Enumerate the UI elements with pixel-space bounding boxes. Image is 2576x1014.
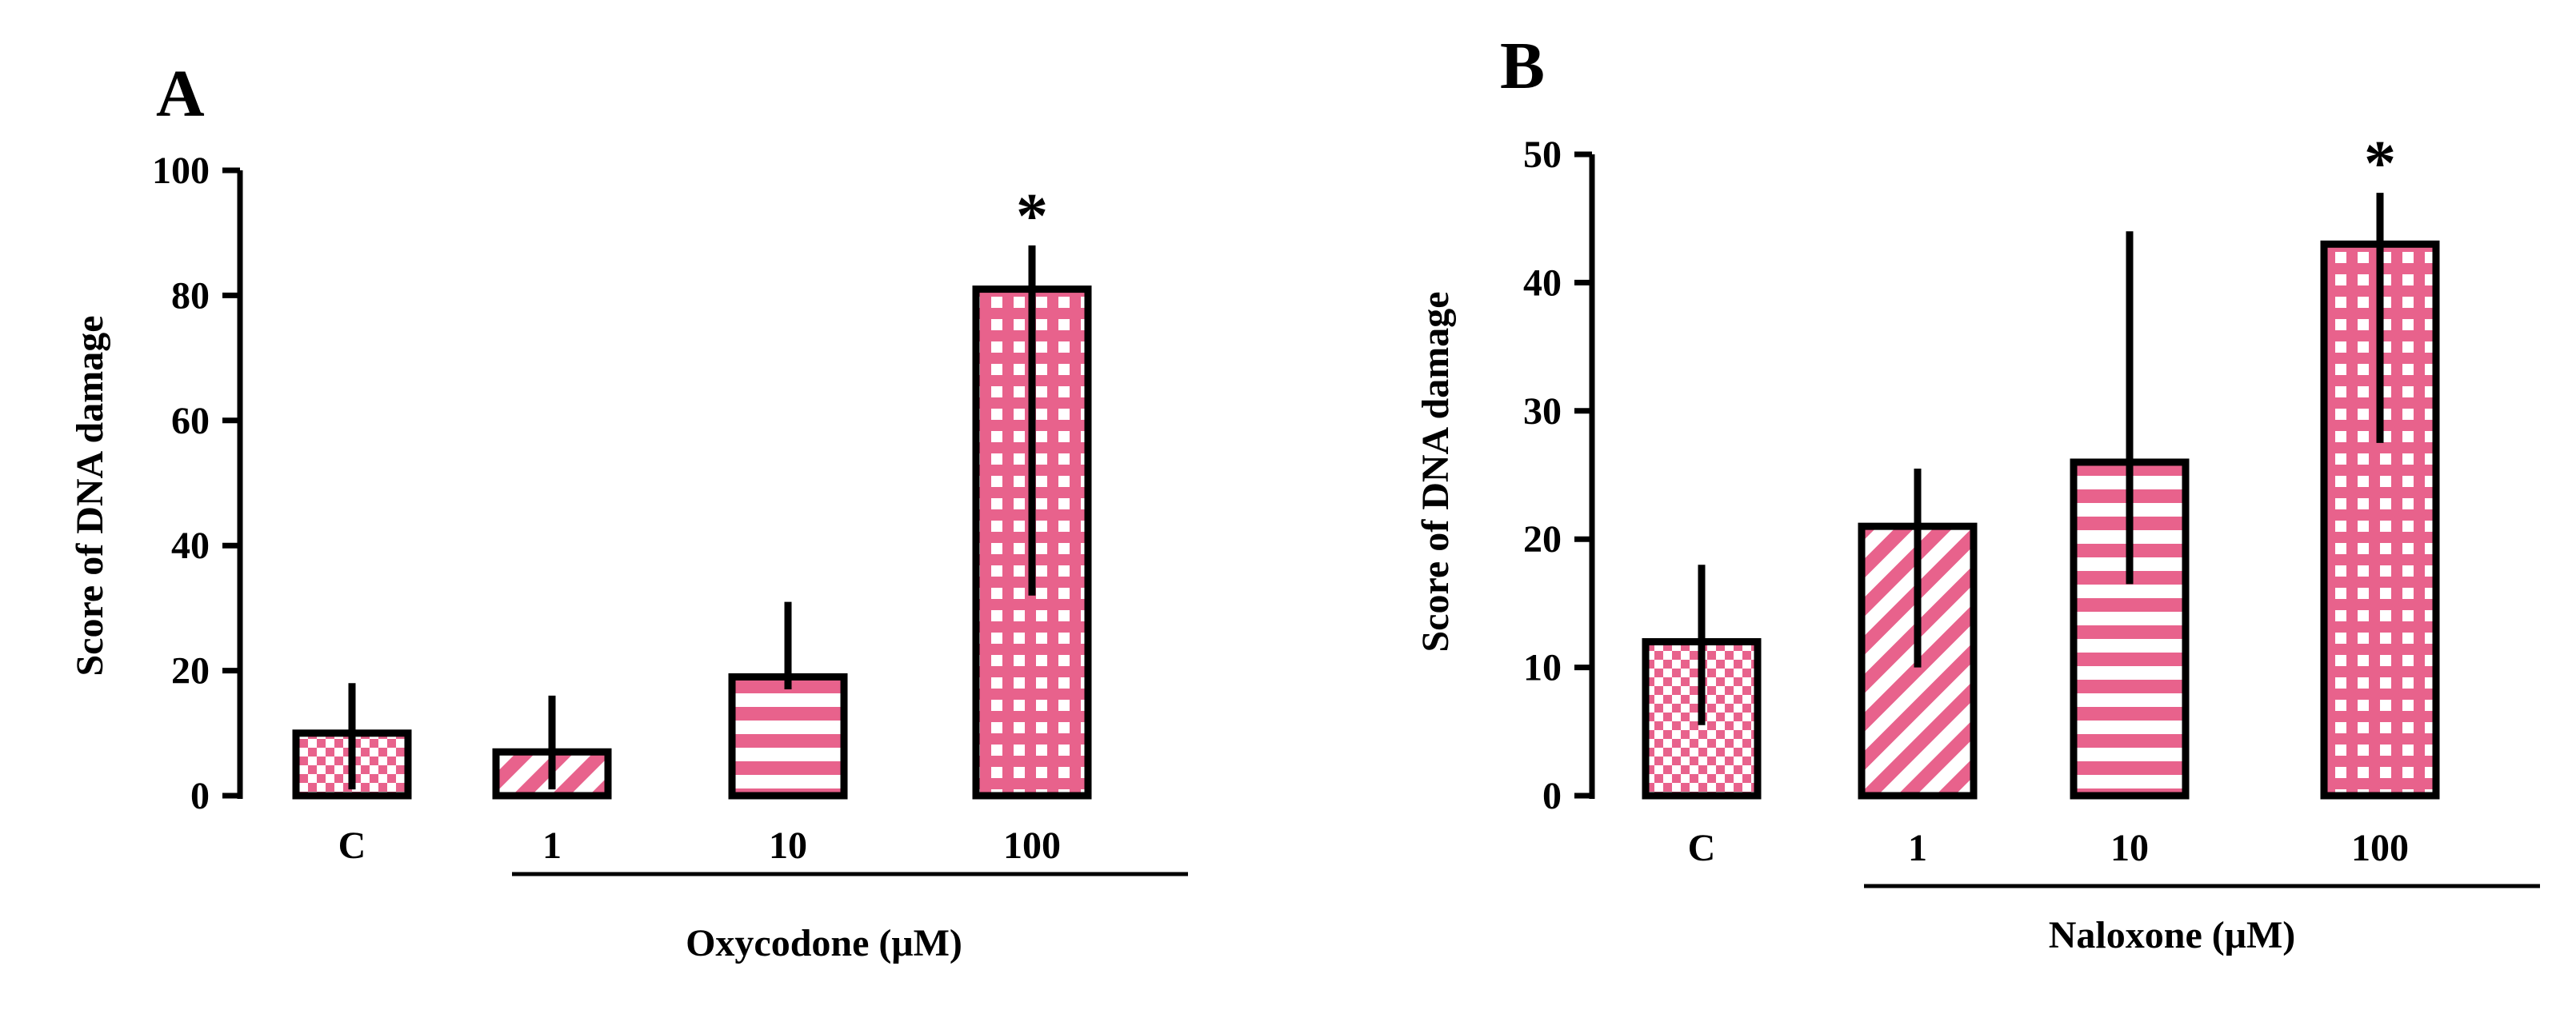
y-tick-label: 50 (1523, 134, 1562, 176)
x-tick-label: C (1688, 827, 1716, 869)
panel-label: A (156, 57, 205, 131)
chart-marks: C 1 10 * 100 0 10 20 30 40 50 (1523, 129, 2540, 888)
y-tick-label: 30 (1523, 390, 1562, 433)
x-axis-label: Naloxone (μM) (2049, 914, 2295, 956)
significance-marker: * (2364, 129, 2396, 199)
x-tick-label: 100 (1003, 824, 1061, 867)
y-tick-label: 20 (1523, 518, 1562, 561)
y-tick-label: 0 (190, 775, 210, 817)
y-axis-label: Score of DNA damage (69, 315, 111, 676)
x-tick-label: 10 (769, 824, 807, 867)
x-tick-label: 1 (1908, 827, 1927, 869)
y-tick-label: 0 (1542, 775, 1562, 817)
y-tick-label: 80 (171, 274, 210, 317)
x-tick-label: 100 (2351, 827, 2409, 869)
y-tick-label: 20 (171, 650, 210, 693)
y-tick-label: 10 (1523, 647, 1562, 689)
y-axis-label: Score of DNA damage (1414, 291, 1457, 652)
x-tick-label: C (338, 824, 366, 867)
x-tick-label: 1 (542, 824, 562, 867)
panel-a: A Score of DNA damage Oxycodone (μM) C 1 1… (69, 57, 1188, 964)
x-tick-label: 10 (2110, 827, 2149, 869)
x-axis-label: Oxycodone (μM) (686, 922, 962, 964)
y-tick-label: 40 (1523, 261, 1562, 304)
bar (728, 673, 848, 800)
y-tick-label: 60 (171, 400, 210, 442)
panel-label: B (1500, 29, 1545, 103)
panel-b: B Score of DNA damage Naloxone (μM) C 1 10… (1414, 29, 2540, 956)
y-tick-label: 100 (152, 150, 210, 192)
chart-marks: C 1 10 * 100 0 20 40 60 80 100 (152, 150, 1188, 876)
significance-marker: * (1016, 182, 1048, 252)
y-tick-label: 40 (171, 525, 210, 567)
